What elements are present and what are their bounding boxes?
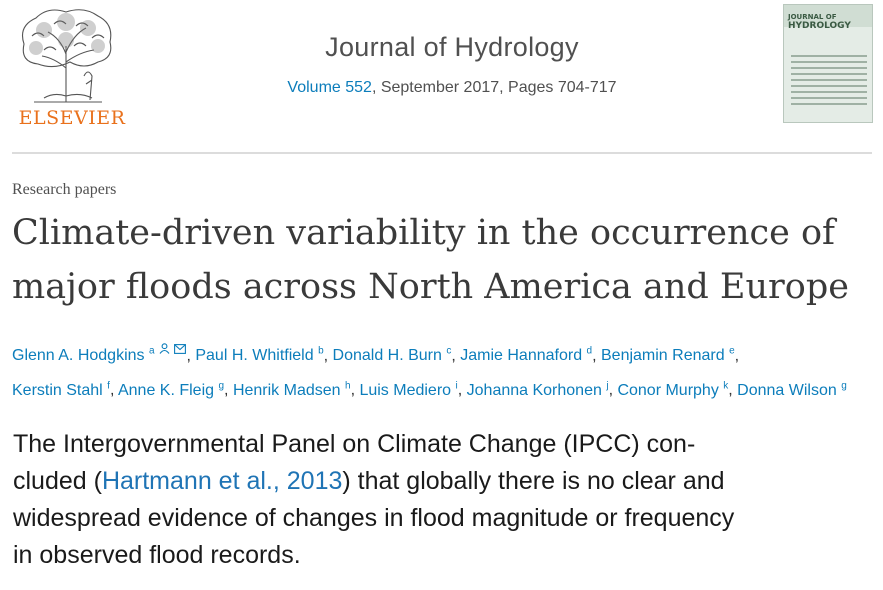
article-title: Climate-driven variability in the occurr… [12, 206, 872, 314]
author-link[interactable]: Conor Murphy k [617, 380, 729, 399]
author-link[interactable]: Benjamin Renard e [601, 346, 735, 365]
quote-line: widespread evidence of changes in flood … [13, 504, 735, 532]
article-title-line1: Climate-driven variability in the occurr… [12, 213, 835, 253]
publisher-name: ELSEVIER [18, 107, 126, 129]
author-link[interactable]: Donald H. Burn c [332, 346, 452, 365]
citation-link[interactable]: Hartmann et al., 2013 [101, 467, 343, 495]
author-link[interactable]: Jamie Hannaford d [460, 346, 593, 365]
article-type: Research papers [12, 181, 117, 198]
abstract-quote: The Intergovernmental Panel on Climate C… [13, 426, 873, 574]
article-title-line2: major floods across North America and Eu… [12, 267, 849, 307]
elsevier-tree-icon [21, 9, 112, 103]
mail-icon[interactable] [174, 337, 187, 367]
author-link[interactable]: Anne K. Fleig g [117, 380, 225, 399]
author-link[interactable]: Paul H. Whitfield b [195, 346, 324, 365]
journal-header: ELSEVIER Journal of Hydrology Volume 552… [0, 0, 883, 152]
elsevier-logo[interactable]: ELSEVIER [10, 6, 125, 130]
author-link[interactable]: Johanna Korhonen j [466, 380, 609, 399]
cover-band [784, 5, 872, 27]
cover-title: JOURNAL OF HYDROLOGY [788, 13, 870, 32]
author-link[interactable]: Henrik Madsen h [232, 380, 351, 399]
quote-line: The Intergovernmental Panel on Climate C… [13, 430, 696, 458]
volume-link[interactable]: Volume 552 [287, 79, 372, 96]
person-icon[interactable] [159, 337, 170, 367]
journal-cover-image[interactable]: JOURNAL OF HYDROLOGY [783, 4, 873, 123]
author-link[interactable]: Glenn A. Hodgkins a [12, 346, 155, 365]
quote-line: in observed flood records. [13, 541, 301, 569]
journal-title[interactable]: Journal of Hydrology [325, 32, 579, 62]
author-link[interactable]: Kerstin Stahl f [12, 380, 110, 399]
quote-line: cluded (Hartmann et al., 2013) that glob… [13, 467, 725, 495]
cover-title-line2: HYDROLOGY [788, 21, 851, 31]
issue-info: Volume 552, September 2017, Pages 704-71… [0, 79, 883, 97]
header-divider [12, 152, 872, 154]
issue-details: , September 2017, Pages 704-717 [371, 79, 617, 96]
author-link[interactable]: Donna Wilson g [737, 380, 847, 399]
cover-contents [791, 55, 867, 109]
author-list: Glenn A. Hodgkins a , Paul H. Whitfield … [12, 337, 877, 406]
author-link[interactable]: Luis Mediero i [359, 380, 458, 399]
cover-title-line1: JOURNAL OF [788, 13, 837, 21]
